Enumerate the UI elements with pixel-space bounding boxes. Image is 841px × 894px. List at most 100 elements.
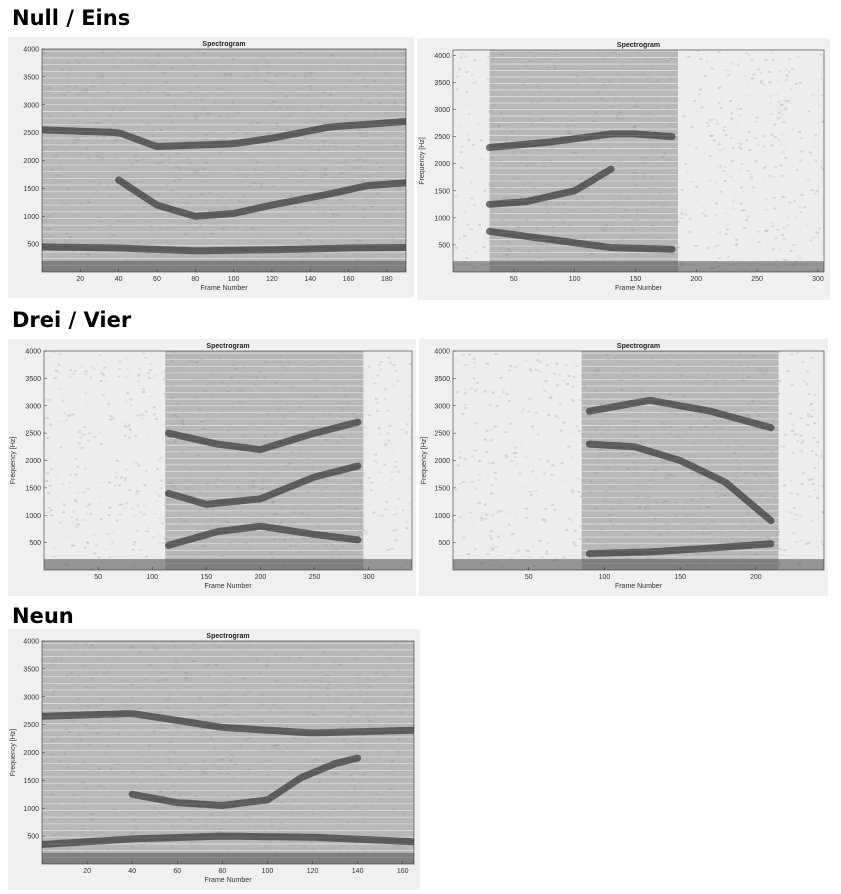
y-tick-label: 2500 (23, 130, 39, 137)
x-tick-label: 40 (128, 868, 136, 875)
x-tick-label: 50 (94, 574, 102, 581)
section-title-drei-vier: Drei / Vier (12, 308, 132, 332)
y-tick-label: 3500 (25, 376, 41, 383)
x-axis-label: Frame Number (204, 583, 252, 590)
low-frequency-band (42, 852, 414, 864)
y-tick-label: 500 (438, 540, 450, 547)
y-tick-label: 3500 (434, 80, 450, 87)
formant-track (128, 754, 362, 810)
y-tick-label: 1000 (23, 806, 39, 813)
formant-track (42, 832, 414, 848)
x-tick-label: 60 (173, 868, 181, 875)
formant-track (165, 418, 362, 454)
y-axis-label: Frequency [Hz] (421, 437, 428, 485)
y-tick-label: 3000 (23, 694, 39, 701)
y-tick-label: 4000 (25, 349, 41, 356)
y-tick-label: 1500 (23, 186, 39, 193)
low-frequency-band (453, 261, 824, 272)
y-tick-label: 1000 (25, 513, 41, 520)
chart-title: Spectrogram (617, 42, 660, 49)
speech-segment (42, 641, 414, 864)
low-frequency-band (42, 260, 406, 272)
x-tick-label: 200 (255, 574, 267, 581)
y-tick-label: 2500 (25, 431, 41, 438)
x-axis-label: Frame Number (615, 285, 663, 292)
low-frequency-band (453, 559, 824, 570)
y-tick-label: 1000 (434, 513, 450, 520)
formant-track (165, 522, 362, 549)
speech-segment (617, 50, 679, 272)
x-tick-label: 150 (630, 276, 642, 283)
spectrogram-null: Spectrogram 20 40 60 80 100 120 140 160 180 500 100… (8, 37, 414, 298)
chart-title: Spectrogram (202, 41, 245, 48)
x-axis-label: Frame Number (204, 877, 252, 884)
y-tick-label: 1500 (25, 485, 41, 492)
y-tick-label: 3000 (25, 403, 41, 410)
x-tick-label: 20 (83, 868, 91, 875)
x-tick-label: 300 (363, 574, 375, 581)
y-tick-label: 3500 (23, 74, 39, 81)
y-tick-label: 4000 (23, 47, 39, 54)
y-tick-label: 1500 (434, 188, 450, 195)
x-tick-label: 40 (115, 276, 123, 283)
plot-frame (452, 49, 825, 273)
y-tick-label: 1000 (23, 214, 39, 221)
formant-track (115, 176, 406, 220)
y-tick-label: 2500 (23, 722, 39, 729)
y-tick-label: 2000 (434, 161, 450, 168)
formant-track (42, 710, 414, 737)
x-tick-label: 100 (262, 868, 274, 875)
x-tick-label: 200 (750, 574, 762, 581)
y-tick-label: 1500 (434, 485, 450, 492)
y-tick-label: 3000 (434, 403, 450, 410)
y-tick-label: 500 (27, 834, 39, 841)
section-title-neun: Neun (12, 604, 74, 628)
x-tick-label: 160 (343, 276, 355, 283)
x-tick-label: 250 (751, 276, 763, 283)
x-tick-label: 20 (76, 276, 84, 283)
y-tick-label: 4000 (434, 53, 450, 60)
formant-track (42, 243, 406, 255)
spectrogram-neun: Spectrogram 20 40 60 80 100 120 140 160 500 1000 15… (8, 629, 420, 890)
y-axis-label: Frequency [Hz] (10, 729, 17, 777)
y-tick-label: 3000 (23, 102, 39, 109)
y-tick-label: 2000 (23, 158, 39, 165)
y-tick-label: 3000 (434, 107, 450, 114)
y-tick-label: 500 (27, 242, 39, 249)
formant-track (585, 540, 775, 558)
chart-title: Spectrogram (206, 343, 249, 350)
spectrogram-vier: Spectrogram 50 100 150 200 500 1000 1500 2000 250… (419, 339, 828, 596)
y-tick-label: 500 (29, 540, 41, 547)
y-axis-label: Frequency [Hz] (10, 437, 17, 485)
formant-track (42, 118, 406, 151)
y-tick-label: 4000 (434, 349, 450, 356)
x-tick-label: 80 (191, 276, 199, 283)
spectrogram-eins: Spectrogram 50 100 150 200 250 300 500 1000 1500 2… (417, 38, 830, 300)
formant-track (486, 227, 676, 253)
x-tick-label: 50 (510, 276, 518, 283)
y-tick-label: 2000 (25, 458, 41, 465)
y-tick-label: 500 (438, 242, 450, 249)
formant-track (585, 440, 775, 525)
x-tick-label: 150 (674, 574, 686, 581)
x-tick-label: 250 (309, 574, 321, 581)
x-tick-label: 50 (525, 574, 533, 581)
y-tick-label: 1000 (434, 215, 450, 222)
spectrogram-drei: Spectrogram 50 100 150 200 250 300 500 1000 1500 2… (8, 339, 416, 596)
x-tick-label: 100 (146, 574, 158, 581)
y-tick-label: 2500 (434, 134, 450, 141)
x-tick-label: 120 (266, 276, 278, 283)
x-tick-label: 100 (599, 574, 611, 581)
x-tick-label: 100 (569, 276, 581, 283)
y-tick-label: 2000 (434, 458, 450, 465)
x-tick-label: 120 (307, 868, 319, 875)
formant-track (486, 165, 615, 208)
formant-track (165, 462, 362, 508)
y-axis-label: Frequency [Hz] (419, 137, 426, 185)
x-axis-label: Frame Number (200, 285, 248, 292)
formant-track (486, 130, 676, 151)
x-tick-label: 160 (397, 868, 409, 875)
x-tick-label: 100 (228, 276, 240, 283)
speech-segment (42, 49, 406, 272)
x-tick-label: 140 (304, 276, 316, 283)
